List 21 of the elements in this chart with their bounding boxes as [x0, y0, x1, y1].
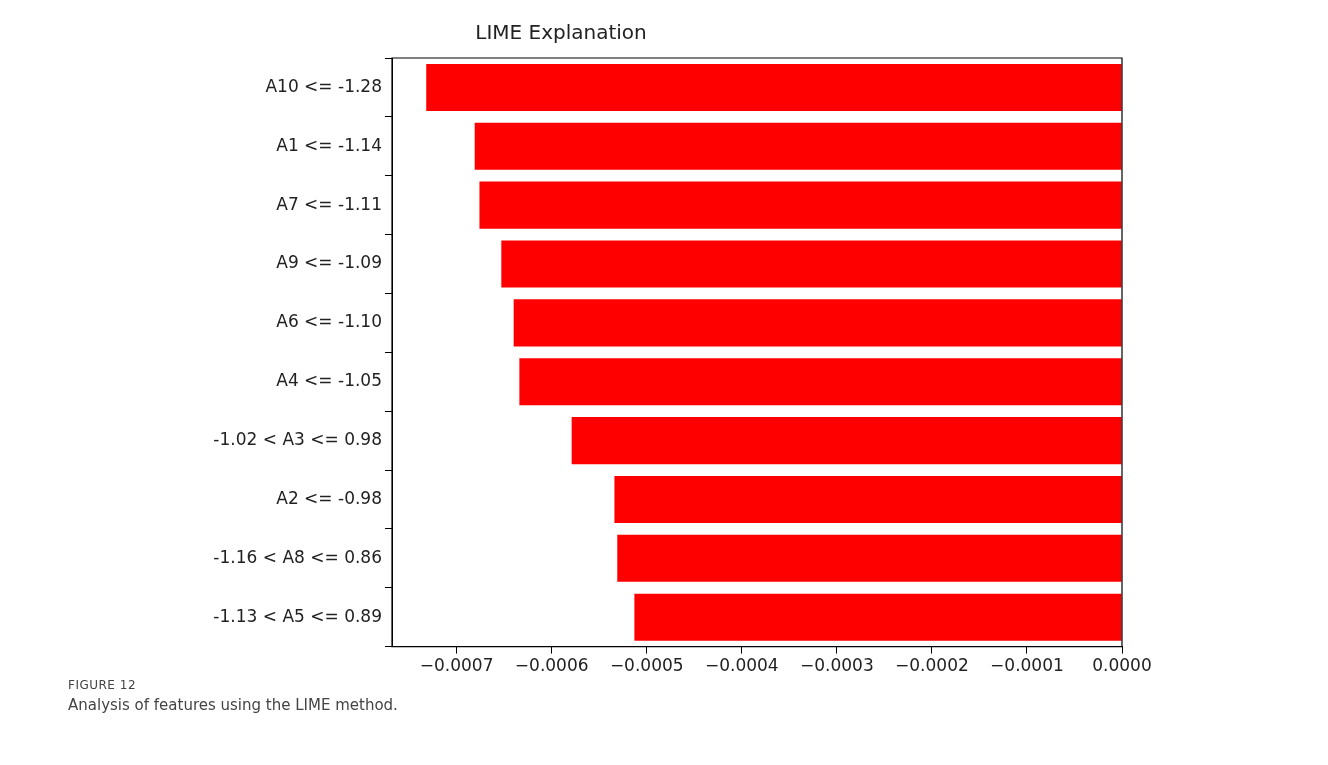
x-tick-label: −0.0005 — [609, 655, 684, 676]
x-tick-label: −0.0007 — [419, 655, 494, 676]
x-tick-label: −0.0004 — [704, 655, 779, 676]
y-tick-label: A10 <= -1.28 — [265, 75, 382, 96]
x-tick-label: −0.0001 — [990, 655, 1064, 676]
y-tick-label: A4 <= -1.05 — [276, 370, 382, 391]
x-tick-label: 0.0000 — [1092, 655, 1152, 676]
y-tick-label: A1 <= -1.14 — [276, 134, 382, 155]
x-tick-label: −0.0003 — [799, 655, 874, 676]
y-tick-label: -1.16 < A8 <= 0.86 — [213, 546, 382, 567]
y-tick-label: A6 <= -1.10 — [276, 311, 382, 332]
x-tick-label: −0.0002 — [895, 655, 969, 676]
x-tick-label: −0.0006 — [514, 655, 589, 676]
y-tick-label: -1.13 < A5 <= 0.89 — [213, 605, 382, 626]
caption: FIGURE 12 — [68, 678, 138, 692]
y-tick-label: -1.02 < A3 <= 0.98 — [213, 429, 382, 450]
y-tick-label: A7 <= -1.11 — [276, 193, 382, 214]
chart-title: LIME Explanation — [475, 20, 647, 45]
text: Analysis of features using the LIME method. — [68, 696, 398, 714]
y-tick-label: A2 <= -0.98 — [276, 487, 382, 508]
y-tick-label: A9 <= -1.09 — [276, 252, 382, 273]
